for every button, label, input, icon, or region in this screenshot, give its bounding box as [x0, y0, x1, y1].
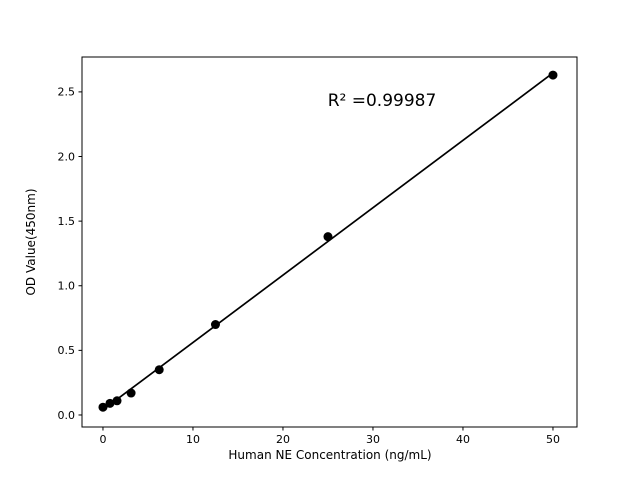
y-tick-label: 2.0 — [58, 150, 76, 163]
data-point — [112, 396, 122, 406]
x-tick-label: 30 — [366, 433, 380, 446]
y-tick-label: 2.5 — [58, 86, 76, 99]
x-tick-label: 40 — [456, 433, 470, 446]
x-tick-label: 50 — [546, 433, 560, 446]
data-point — [154, 365, 164, 375]
data-point — [98, 402, 108, 412]
y-axis-label: OD Value(450nm) — [24, 188, 38, 296]
x-tick-label: 0 — [99, 433, 106, 446]
data-point — [323, 232, 333, 242]
data-point — [210, 320, 220, 330]
y-tick-label: 0.0 — [58, 409, 76, 422]
data-point — [105, 398, 115, 408]
y-tick-label: 0.5 — [58, 344, 76, 357]
data-point — [126, 388, 136, 398]
x-tick-label: 10 — [186, 433, 200, 446]
x-axis-label: Human NE Concentration (ng/mL) — [228, 448, 432, 462]
data-point — [548, 70, 558, 80]
plot-frame — [81, 56, 578, 428]
y-tick-label: 1.0 — [58, 280, 76, 293]
x-tick-label: 20 — [276, 433, 290, 446]
y-tick-label: 1.5 — [58, 215, 76, 228]
fit-line — [102, 72, 554, 411]
r-squared-annotation: R² =0.99987 — [327, 91, 437, 111]
